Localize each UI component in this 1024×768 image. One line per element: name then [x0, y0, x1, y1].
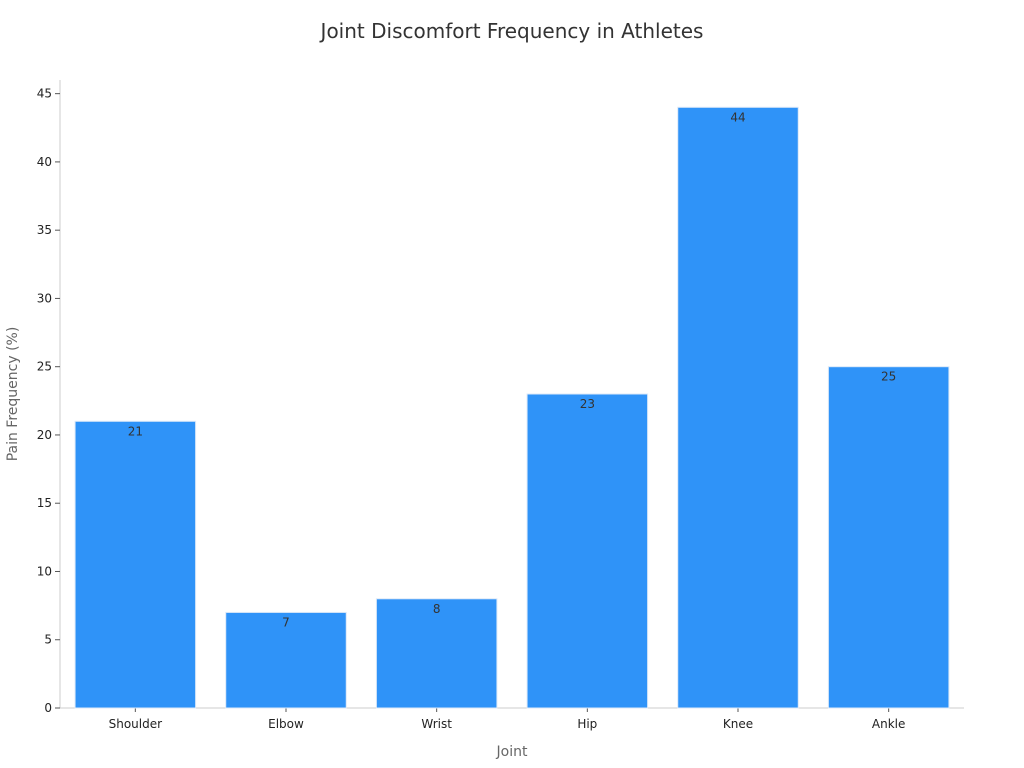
bar-elbow	[225, 611, 347, 709]
y-tick-label: 35	[37, 223, 52, 237]
x-tick-label: Ankle	[872, 717, 905, 731]
chart-title: Joint Discomfort Frequency in Athletes	[320, 19, 704, 43]
bar-hip	[526, 393, 649, 709]
data-label: 44	[730, 110, 745, 124]
bar-ankle	[827, 366, 950, 709]
bar-wrist	[375, 598, 498, 709]
y-tick-label: 30	[37, 291, 52, 305]
bar-shoulder	[74, 420, 197, 709]
y-tick-label: 10	[37, 564, 52, 578]
data-label: 25	[881, 370, 896, 384]
y-tick-label: 45	[37, 87, 52, 101]
x-tick-label: Shoulder	[109, 717, 163, 731]
data-label: 7	[282, 615, 290, 629]
data-label: 23	[580, 397, 595, 411]
y-tick-label: 0	[44, 701, 52, 715]
x-tick-label: Hip	[577, 717, 597, 731]
y-tick-label: 20	[37, 428, 52, 442]
y-tick-label: 5	[44, 633, 52, 647]
bar-knee	[677, 106, 799, 709]
y-tick-label: 15	[37, 496, 52, 510]
x-tick-label: Elbow	[268, 717, 304, 731]
x-tick-label: Wrist	[421, 717, 452, 731]
data-label: 8	[433, 602, 441, 616]
y-tick-label: 25	[37, 360, 52, 374]
y-axis-title: Pain Frequency (%)	[5, 327, 21, 462]
y-tick-label: 40	[37, 155, 52, 169]
x-axis-title: Joint	[496, 744, 528, 760]
data-label: 21	[128, 424, 143, 438]
x-tick-label: Knee	[723, 717, 753, 731]
